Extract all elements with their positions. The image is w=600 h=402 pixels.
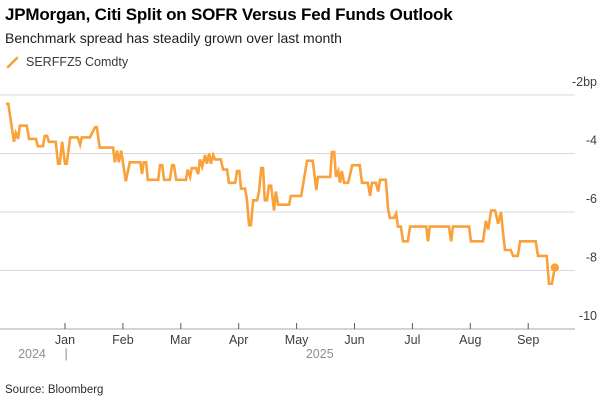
legend: SERFFZ5 Comdty [6,54,128,70]
x-axis-label: Feb [112,333,134,347]
spread-line [5,102,557,285]
x-axis-label: Jul [404,333,420,347]
year-label: | [65,347,68,361]
year-label: 2024 [18,347,46,361]
legend-series-label: SERFFZ5 Comdty [26,55,129,69]
source-credit: Source: Bloomberg [5,384,104,396]
year-label: 2025 [306,347,334,361]
chart-subtitle: Benchmark spread has steadily grown over… [5,30,342,46]
spread-line-chart: -2bp -4 -6 -8 -10 Jan Feb Mar Apr May Jun Jul Aug Sep… [0,75,597,361]
y-axis-label: -10 [579,309,597,323]
page-title: JPMorgan, Citi Split on SOFR Versus Fed … [5,5,453,24]
x-axis-label: Jan [55,333,75,347]
x-axis-label: Sep [517,333,539,347]
x-axis-label: Aug [459,333,481,347]
x-axis-label: Mar [170,333,192,347]
x-axis-label: Apr [229,333,248,347]
y-axis-label: -8 [586,251,597,265]
y-axis-label: -6 [586,192,597,206]
x-axis-label: Jun [344,333,364,347]
last-value-dot [550,263,560,272]
y-axis-label: -2bp [572,75,597,89]
series-slash-icon [6,56,19,68]
x-axis-label: May [285,333,309,347]
y-axis-label: -4 [586,134,597,148]
